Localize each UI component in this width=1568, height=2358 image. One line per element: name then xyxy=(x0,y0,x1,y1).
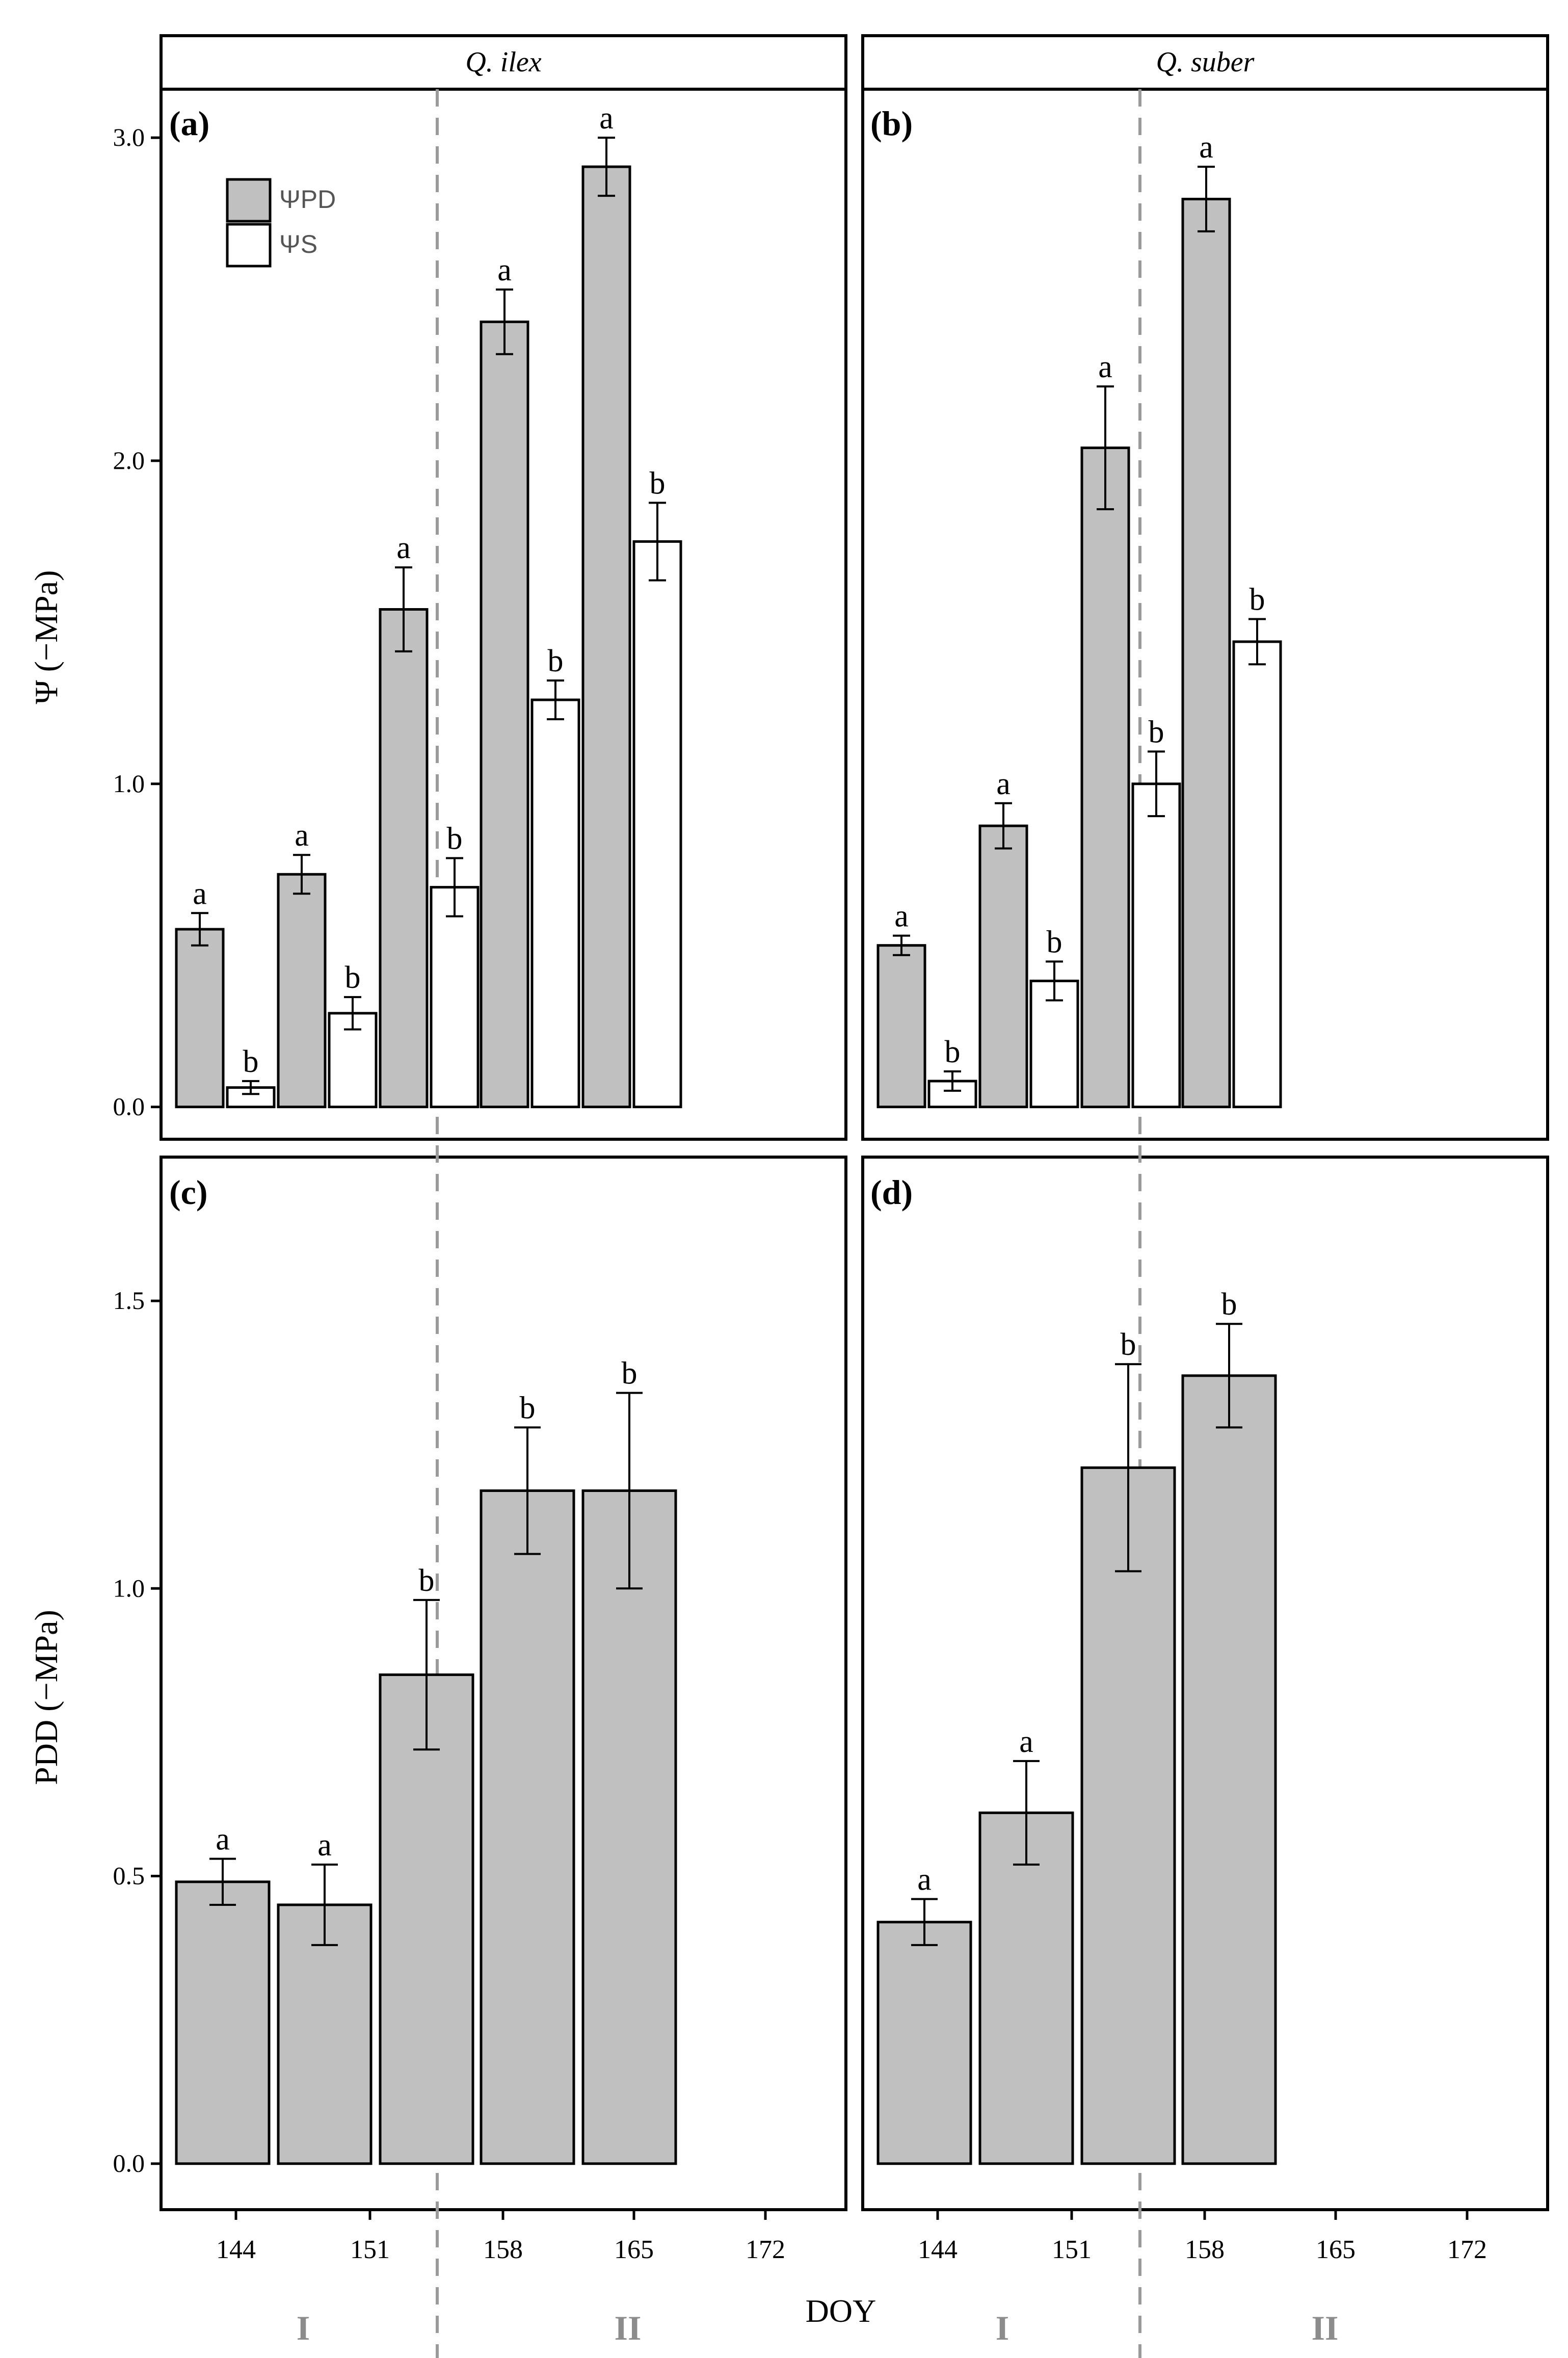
x-tick-label-c-151: 151 xyxy=(350,2235,390,2264)
bar-a-s-158 xyxy=(430,886,480,1109)
significance-letter-b-0-165: a xyxy=(1199,130,1213,165)
panel-tag-a: (a) xyxy=(169,104,209,143)
y-tick-label-a-1: 1.0 xyxy=(113,769,145,798)
significance-letter-c-0-172: b xyxy=(622,1356,637,1391)
x-tick-label-c-172: 172 xyxy=(746,2235,785,2264)
bar-b-s-165 xyxy=(1232,640,1282,1109)
significance-letter-c-0-144: a xyxy=(216,1822,230,1857)
strip-label-q-ilex: Q. ilex xyxy=(465,46,541,78)
significance-letter-d-0-151: a xyxy=(1019,1724,1033,1759)
significance-letter-b-1-144: b xyxy=(945,1035,961,1069)
chart-marks: 0.0 1.0 2.0 3.0 a b a b a b a b a b a b a b a b a b 0.0 0.5 1.0 1… xyxy=(113,101,1487,2264)
panel-tag-b: (b) xyxy=(870,104,913,143)
significance-letter-a-0-151: a xyxy=(295,818,309,853)
significance-letter-a-0-172: a xyxy=(599,101,614,136)
significance-letter-d-0-144: a xyxy=(917,1863,932,1897)
bar-a-pd-151 xyxy=(277,873,327,1109)
significance-letter-a-1-172: b xyxy=(650,466,666,501)
y-tick-label-c-3: 1.5 xyxy=(113,1286,145,1315)
bar-b-pd-165 xyxy=(1181,198,1231,1109)
significance-letter-a-0-165: a xyxy=(497,253,512,287)
bar-b-pd-144 xyxy=(876,944,926,1109)
bar-c-pdd-172 xyxy=(581,1489,677,2165)
legend-label-psi-s: ΨS xyxy=(279,230,317,258)
bar-b-s-151 xyxy=(1029,979,1079,1109)
bar-d-pdd-144 xyxy=(876,1921,972,2165)
bar-b-s-158 xyxy=(1131,782,1181,1109)
bar-b-pd-158 xyxy=(1080,447,1130,1109)
significance-letter-d-0-165: b xyxy=(1221,1287,1237,1322)
period-label-i-right: I xyxy=(996,2309,1009,2347)
significance-letter-a-1-151: b xyxy=(345,960,361,995)
bar-c-pdd-144 xyxy=(175,1880,271,2165)
strip-q-ilex xyxy=(160,34,847,91)
x-tick-label-d-151: 151 xyxy=(1052,2235,1092,2264)
panel-tag-c: (c) xyxy=(169,1173,207,1212)
significance-letter-c-0-165: b xyxy=(520,1391,536,1425)
significance-letter-b-0-151: a xyxy=(996,767,1011,801)
legend: ΨPD ΨS xyxy=(226,178,336,268)
bar-d-pdd-158 xyxy=(1080,1466,1176,2165)
significance-letter-b-0-144: a xyxy=(894,899,909,934)
significance-letter-b-1-158: b xyxy=(1149,715,1164,749)
strip-label-q-suber: Q. suber xyxy=(1156,46,1255,78)
period-label-i-left: I xyxy=(297,2309,310,2347)
x-tick-label-c-144: 144 xyxy=(216,2235,256,2264)
bar-a-pd-144 xyxy=(175,928,225,1109)
significance-letter-b-0-158: a xyxy=(1098,350,1112,384)
bar-a-pd-172 xyxy=(581,165,631,1109)
y-tick-label-c-2: 1.0 xyxy=(113,1574,145,1602)
x-tick-label-c-165: 165 xyxy=(614,2235,654,2264)
bar-b-pd-151 xyxy=(978,824,1028,1109)
legend-label-psi-pd: ΨPD xyxy=(279,185,336,214)
bar-a-s-165 xyxy=(530,698,580,1109)
bar-d-pdd-165 xyxy=(1181,1374,1277,2165)
significance-letter-b-1-151: b xyxy=(1047,925,1062,959)
y-tick-label-c-1: 0.5 xyxy=(113,1862,145,1890)
x-tick-label-d-165: 165 xyxy=(1316,2235,1356,2264)
strip-q-suber xyxy=(861,34,1549,91)
panel-tag-d: (d) xyxy=(870,1173,913,1212)
significance-letter-a-0-144: a xyxy=(193,876,207,911)
significance-letter-a-1-165: b xyxy=(548,644,564,678)
bar-a-pd-158 xyxy=(379,608,429,1109)
period-label-ii-left: II xyxy=(615,2309,642,2347)
bar-a-pd-165 xyxy=(480,320,529,1109)
legend-swatch-psi-s xyxy=(226,223,272,268)
panel-b-frame xyxy=(861,88,1549,1141)
y-tick-label-a-3: 3.0 xyxy=(113,123,145,151)
x-tick-label-c-158: 158 xyxy=(483,2235,523,2264)
legend-swatch-psi-pd xyxy=(226,178,272,223)
x-tick-label-d-172: 172 xyxy=(1447,2235,1487,2264)
significance-letter-d-0-158: b xyxy=(1121,1327,1136,1362)
panel-a-frame xyxy=(160,88,847,1141)
significance-letter-c-0-158: b xyxy=(419,1563,435,1598)
bar-a-s-172 xyxy=(632,540,682,1109)
x-tick-label-d-158: 158 xyxy=(1185,2235,1225,2264)
bar-c-pdd-165 xyxy=(480,1489,575,2165)
y-axis-title-top: Ψ (−MPa) xyxy=(28,570,64,704)
x-axis-title: DOY xyxy=(806,2293,876,2329)
significance-letter-a-0-158: a xyxy=(396,531,411,565)
x-tick-label-d-144: 144 xyxy=(918,2235,958,2264)
y-tick-label-c-0: 0.0 xyxy=(113,2149,145,2178)
y-tick-label-a-2: 2.0 xyxy=(113,446,145,475)
bar-d-pdd-151 xyxy=(978,1811,1074,2165)
significance-letter-b-1-165: b xyxy=(1250,583,1265,617)
significance-letter-c-0-151: a xyxy=(317,1828,332,1863)
significance-letter-a-1-158: b xyxy=(447,822,463,856)
period-label-ii-right: II xyxy=(1312,2309,1339,2347)
significance-letter-a-1-144: b xyxy=(243,1044,259,1079)
y-tick-label-a-0: 0.0 xyxy=(113,1092,145,1121)
y-axis-title-bottom: PDD (−MPa) xyxy=(28,1610,64,1785)
